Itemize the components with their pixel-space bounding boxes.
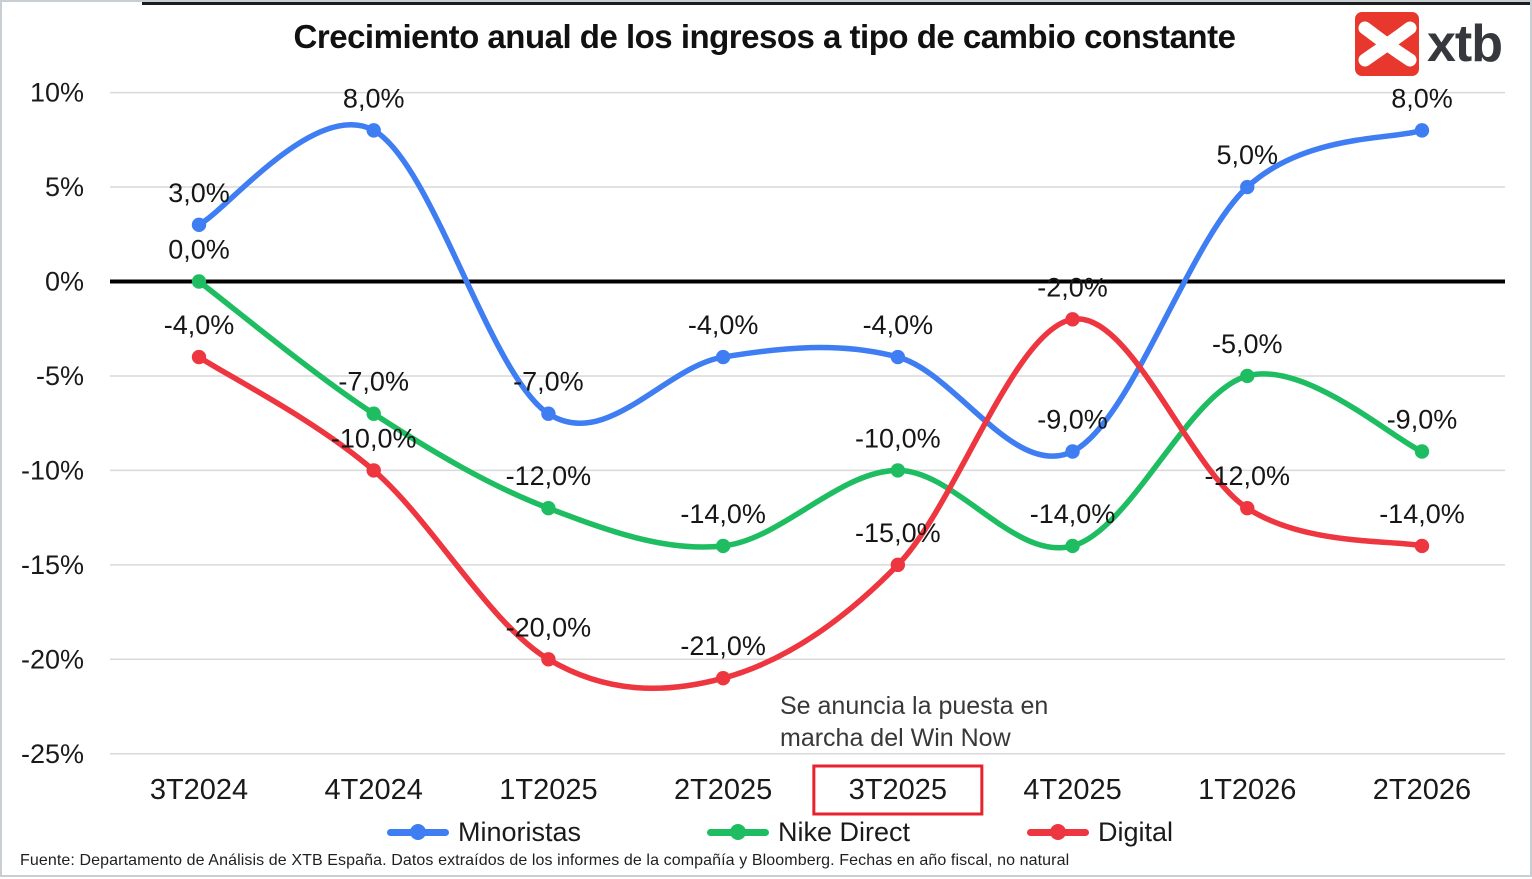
annotation-line-2: marcha del Win Now [780, 724, 1011, 752]
series-line-minoristas [196, 122, 1425, 459]
data-label: -7,0% [338, 367, 409, 397]
data-label: -9,0% [1037, 405, 1108, 435]
y-axis-tick-label: -25% [21, 739, 84, 769]
data-label: -9,0% [1387, 405, 1458, 435]
x-axis-tick-label: 4T2024 [325, 774, 423, 806]
x-axis-tick-label: 4T2025 [1023, 774, 1121, 806]
xtb-logo: xtb [1355, 12, 1503, 76]
x-axis-tick-label: 1T2025 [499, 774, 597, 806]
data-label: 0,0% [168, 235, 230, 265]
x-axis-tick-label: 3T2024 [150, 774, 248, 806]
legend-item-digital: Digital [1027, 814, 1173, 850]
data-label: -20,0% [506, 612, 592, 642]
data-point-minoristas [541, 406, 556, 421]
data-point-nike-direct [890, 463, 906, 478]
data-label: 5,0% [1216, 140, 1278, 170]
series-line-nike-direct [196, 278, 1425, 551]
y-axis-tick-label: -5% [36, 361, 84, 391]
data-label: -2,0% [1037, 272, 1108, 302]
x-axis-tick-label: 3T2025 [849, 774, 947, 806]
xtb-logo-icon [1355, 12, 1419, 76]
annotation-line-1: Se anuncia la puesta en [780, 692, 1049, 720]
data-label: -12,0% [506, 461, 592, 491]
legend-marker-nike-direct-icon [707, 814, 769, 850]
legend-label-nike-direct: Nike Direct [778, 816, 911, 847]
data-point-digital [366, 463, 381, 478]
data-label: -15,0% [855, 518, 941, 548]
y-axis-tick-label: 5% [45, 172, 84, 202]
series-line-digital [196, 316, 1425, 692]
data-label: -4,0% [164, 310, 235, 340]
legend-dot-icon [730, 824, 746, 840]
y-axis-tick-label: 0% [45, 267, 84, 297]
data-label: -14,0% [1379, 499, 1465, 529]
data-label: -10,0% [855, 423, 941, 453]
x-axis-tick-label: 2T2026 [1373, 774, 1471, 806]
legend-item-nike-direct: Nike Direct [707, 814, 910, 850]
data-label: -4,0% [688, 310, 759, 340]
source-footnote: Fuente: Departamento de Análisis de XTB … [20, 852, 1070, 869]
x-axis-tick-label: 1T2026 [1198, 774, 1296, 806]
data-point-digital [191, 349, 207, 365]
data-point-minoristas [890, 349, 906, 365]
data-point-nike-direct [1240, 368, 1255, 384]
data-point-nike-direct [1065, 538, 1080, 554]
data-label: -14,0% [1030, 499, 1116, 529]
y-axis-tick-label: -20% [21, 644, 84, 674]
data-label: -21,0% [680, 631, 766, 661]
data-point-minoristas [191, 217, 207, 233]
legend-dot-icon [410, 824, 426, 840]
legend-item-minoristas: Minoristas [387, 814, 581, 850]
data-point-digital [890, 557, 906, 573]
data-label: 3,0% [168, 178, 230, 208]
data-point-minoristas [1240, 179, 1255, 195]
legend-label-digital: Digital [1098, 816, 1174, 847]
chart-legend: Minoristas Nike Direct Digital [2, 814, 1532, 850]
data-label: -4,0% [863, 310, 934, 340]
chart-title: Crecimiento anual de los ingresos a tipo… [293, 18, 1236, 55]
legend-marker-minoristas-icon [387, 814, 449, 850]
data-point-digital [715, 670, 731, 686]
data-label: 8,0% [343, 83, 405, 113]
data-label: -10,0% [331, 423, 417, 453]
data-point-nike-direct [191, 274, 207, 289]
xtb-logo-text: xtb [1427, 15, 1503, 73]
legend-dot-icon [1050, 824, 1066, 840]
data-point-nike-direct [1414, 444, 1430, 459]
data-point-nike-direct [366, 406, 381, 421]
data-label: -7,0% [513, 367, 584, 397]
x-axis-tick-label: 2T2025 [674, 774, 772, 806]
y-axis-tick-label: -15% [21, 550, 84, 580]
data-point-digital [1414, 538, 1430, 554]
legend-marker-digital-icon [1027, 814, 1089, 850]
data-point-digital [1065, 312, 1080, 327]
data-label: -5,0% [1212, 329, 1283, 359]
top-border-line [142, 2, 1530, 5]
data-point-minoristas [1414, 123, 1430, 138]
data-point-digital [1240, 500, 1255, 516]
win-now-annotation: Se anuncia la puesta en marcha del Win N… [780, 690, 1048, 754]
y-axis-tick-label: 10% [30, 78, 84, 108]
data-point-minoristas [366, 123, 381, 138]
data-point-nike-direct [715, 538, 731, 554]
data-label: -14,0% [680, 499, 766, 529]
data-label: 8,0% [1391, 83, 1453, 113]
data-point-nike-direct [541, 500, 556, 516]
legend-label-minoristas: Minoristas [458, 816, 582, 847]
data-point-minoristas [715, 349, 731, 365]
data-point-digital [541, 652, 556, 667]
data-point-minoristas [1065, 444, 1080, 459]
highlighted-quarter-box [812, 764, 984, 816]
data-label: -12,0% [1204, 461, 1290, 491]
y-axis-tick-label: -10% [21, 455, 84, 485]
